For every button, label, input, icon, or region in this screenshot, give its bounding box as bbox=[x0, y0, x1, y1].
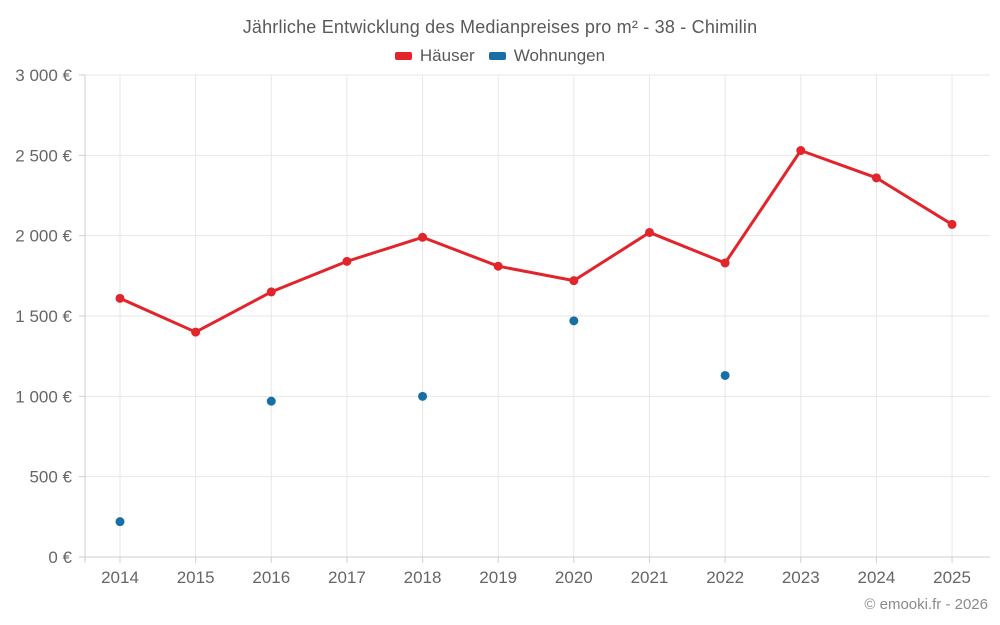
y-axis-label: 2 500 € bbox=[15, 146, 72, 165]
x-axis-label: 2017 bbox=[328, 568, 366, 587]
x-axis-label: 2015 bbox=[177, 568, 215, 587]
legend-item-hauser[interactable]: Häuser bbox=[394, 46, 475, 66]
data-point-h-user-2016[interactable] bbox=[266, 287, 276, 297]
data-point-h-user-2015[interactable] bbox=[191, 327, 201, 337]
y-axis-label: 1 500 € bbox=[15, 307, 72, 326]
legend-item-wohnungen[interactable]: Wohnungen bbox=[488, 46, 606, 66]
data-point-h-user-2024[interactable] bbox=[871, 173, 881, 183]
y-axis-label: 3 000 € bbox=[15, 66, 72, 85]
y-axis-label: 0 € bbox=[48, 548, 72, 567]
x-axis-label: 2023 bbox=[782, 568, 820, 587]
data-point-h-user-2025[interactable] bbox=[947, 219, 957, 229]
x-axis-label: 2018 bbox=[404, 568, 442, 587]
chart-title: Jährliche Entwicklung des Medianpreises … bbox=[242, 17, 758, 37]
data-point-h-user-2022[interactable] bbox=[720, 258, 730, 268]
data-point-wohnungen-2022[interactable] bbox=[720, 370, 730, 380]
y-axis-label: 2 000 € bbox=[15, 227, 72, 246]
footer-credit: © emooki.fr - 2026 bbox=[864, 596, 988, 613]
x-axis-label: 2025 bbox=[933, 568, 971, 587]
x-axis-label: 2021 bbox=[631, 568, 669, 587]
legend-swatch-hauser-icon bbox=[394, 52, 412, 60]
data-point-h-user-2020[interactable] bbox=[569, 276, 579, 286]
data-point-h-user-2018[interactable] bbox=[418, 232, 428, 242]
y-axis-label: 1 000 € bbox=[15, 387, 72, 406]
data-point-h-user-2017[interactable] bbox=[342, 256, 352, 266]
x-axis-label: 2016 bbox=[252, 568, 290, 587]
legend-label-hauser: Häuser bbox=[419, 46, 475, 65]
x-axis-label: 2020 bbox=[555, 568, 593, 587]
x-axis-label: 2019 bbox=[479, 568, 517, 587]
legend: Häuser Wohnungen bbox=[0, 46, 1000, 66]
data-point-h-user-2014[interactable] bbox=[115, 293, 125, 303]
legend-label-wohnungen: Wohnungen bbox=[513, 46, 606, 65]
legend-swatch-wohnungen-icon bbox=[488, 52, 506, 60]
data-point-h-user-2019[interactable] bbox=[493, 261, 503, 271]
data-point-wohnungen-2014[interactable] bbox=[115, 517, 125, 527]
y-axis-label: 500 € bbox=[29, 468, 72, 487]
data-point-wohnungen-2018[interactable] bbox=[418, 391, 428, 401]
data-point-wohnungen-2016[interactable] bbox=[266, 396, 276, 406]
data-point-wohnungen-2020[interactable] bbox=[569, 316, 579, 326]
x-axis-label: 2022 bbox=[706, 568, 744, 587]
data-point-h-user-2023[interactable] bbox=[796, 146, 806, 156]
x-axis-label: 2014 bbox=[101, 568, 139, 587]
series-line-h-user bbox=[118, 149, 954, 334]
x-axis-label: 2024 bbox=[857, 568, 895, 587]
data-point-h-user-2021[interactable] bbox=[644, 227, 654, 237]
